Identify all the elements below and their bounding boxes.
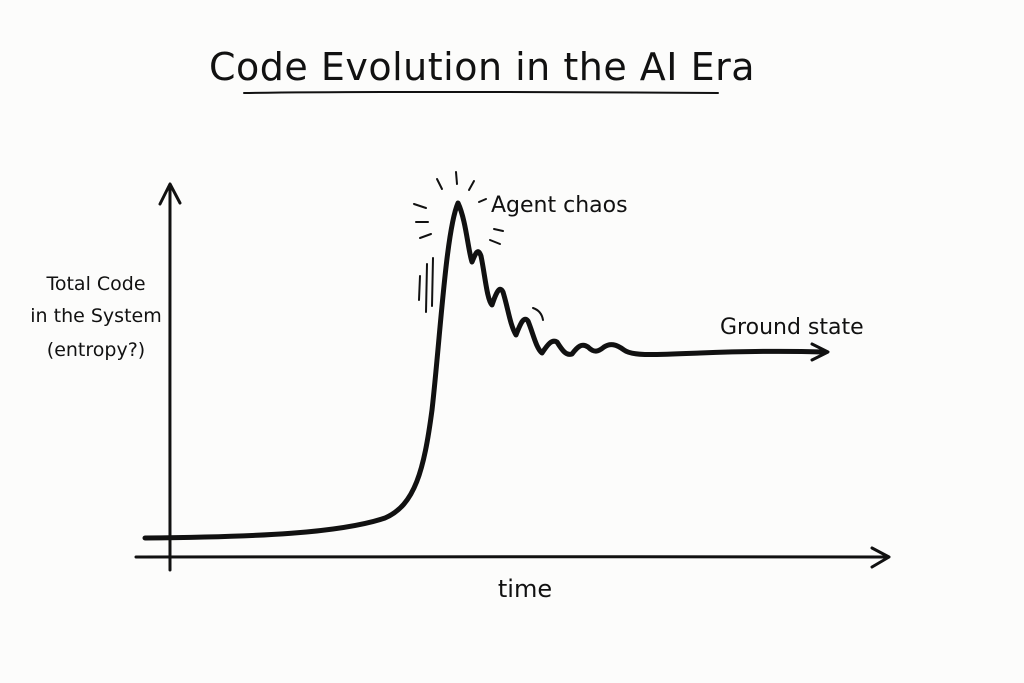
- y-axis-label-line-1: Total Code: [45, 273, 145, 295]
- title-underline: [243, 90, 719, 94]
- burst-line: [419, 233, 432, 239]
- motion-marks-icon: [418, 257, 434, 313]
- motion-line: [418, 275, 421, 301]
- burst-line: [478, 198, 487, 203]
- chaos-burst-icon: [413, 171, 504, 245]
- burst-line: [493, 228, 504, 232]
- x-axis-arrowhead: [870, 546, 891, 569]
- ground-state-annotation: Ground state: [720, 315, 864, 340]
- y-axis-label-line-2: in the System: [30, 305, 161, 327]
- y-axis: [168, 184, 172, 572]
- motion-line: [431, 257, 434, 307]
- curve-end-arrowhead: [810, 342, 830, 362]
- burst-line: [468, 180, 475, 191]
- motion-line: [425, 263, 428, 313]
- burst-line: [489, 239, 501, 245]
- entropy-curve: [142, 200, 827, 541]
- burst-line: [455, 171, 458, 185]
- peak-annotation: Agent chaos: [491, 193, 628, 218]
- y-axis-label-line-3: (entropy?): [47, 339, 145, 361]
- burst-line: [436, 178, 443, 190]
- burst-line: [413, 203, 427, 209]
- x-axis-label: time: [498, 575, 552, 603]
- oscillation-flourish: [532, 307, 544, 321]
- y-axis-arrowhead: [158, 182, 182, 206]
- diagram-title: Code Evolution in the AI Era: [209, 45, 755, 89]
